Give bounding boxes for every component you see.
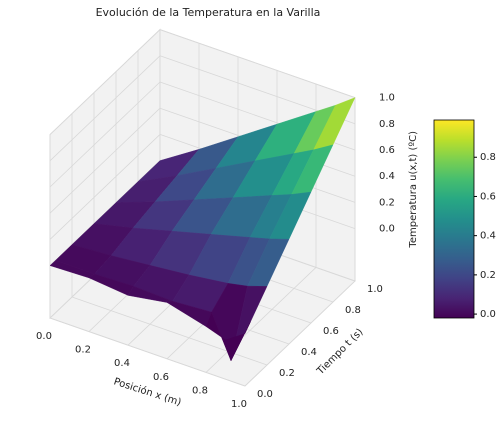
z-tick-label: 0.8	[379, 119, 395, 130]
z-axis-label: Temperatura u(x,t) (ºC)	[408, 131, 419, 249]
t-tick-label: 1.0	[367, 284, 383, 295]
z-tick-label: 0.0	[379, 224, 395, 235]
z-tick-label: 0.6	[379, 145, 395, 156]
x-tick-label: 0.0	[36, 331, 52, 342]
grid-line	[49, 29, 161, 135]
grid-line	[49, 55, 161, 162]
grid-line	[49, 107, 161, 214]
surface-cell	[225, 321, 251, 362]
z-tick-label: 0.4	[379, 171, 395, 182]
t-tick-label: 0.8	[345, 305, 361, 316]
x-tick-label: 1.0	[231, 399, 247, 410]
grid-line	[49, 134, 161, 240]
x-tick-label: 0.4	[114, 358, 130, 369]
grid-line	[49, 317, 246, 387]
colorbar-tick-label: 0.2	[480, 270, 496, 281]
colorbar-tick-label: 0.0	[480, 309, 496, 320]
grid-line	[159, 29, 356, 98]
z-tick-label: 1.0	[379, 93, 395, 104]
grid-line	[205, 267, 317, 373]
x-tick-label: 0.6	[153, 372, 169, 383]
colorbar-tick-label: 0.6	[480, 191, 496, 202]
surface	[49, 97, 356, 362]
t-tick-label: 0.6	[323, 326, 339, 337]
x-tick-label: 0.2	[75, 345, 91, 356]
x-tick-label: 0.8	[192, 385, 208, 396]
t-tick-label: 0.0	[257, 389, 273, 400]
chart-title: Evolución de la Temperatura en la Varill…	[96, 6, 321, 19]
x-axis-label: Posición x (m)	[112, 375, 183, 408]
t-tick-label: 0.2	[279, 368, 295, 379]
grid-line	[49, 81, 161, 188]
colorbar-tick-label: 0.4	[480, 231, 496, 242]
z-tick-label: 0.2	[379, 197, 395, 208]
colorbar-tick-label: 0.8	[480, 152, 496, 163]
colorbar	[433, 119, 475, 319]
t-tick-label: 0.4	[301, 347, 317, 358]
grid-line	[244, 280, 356, 387]
